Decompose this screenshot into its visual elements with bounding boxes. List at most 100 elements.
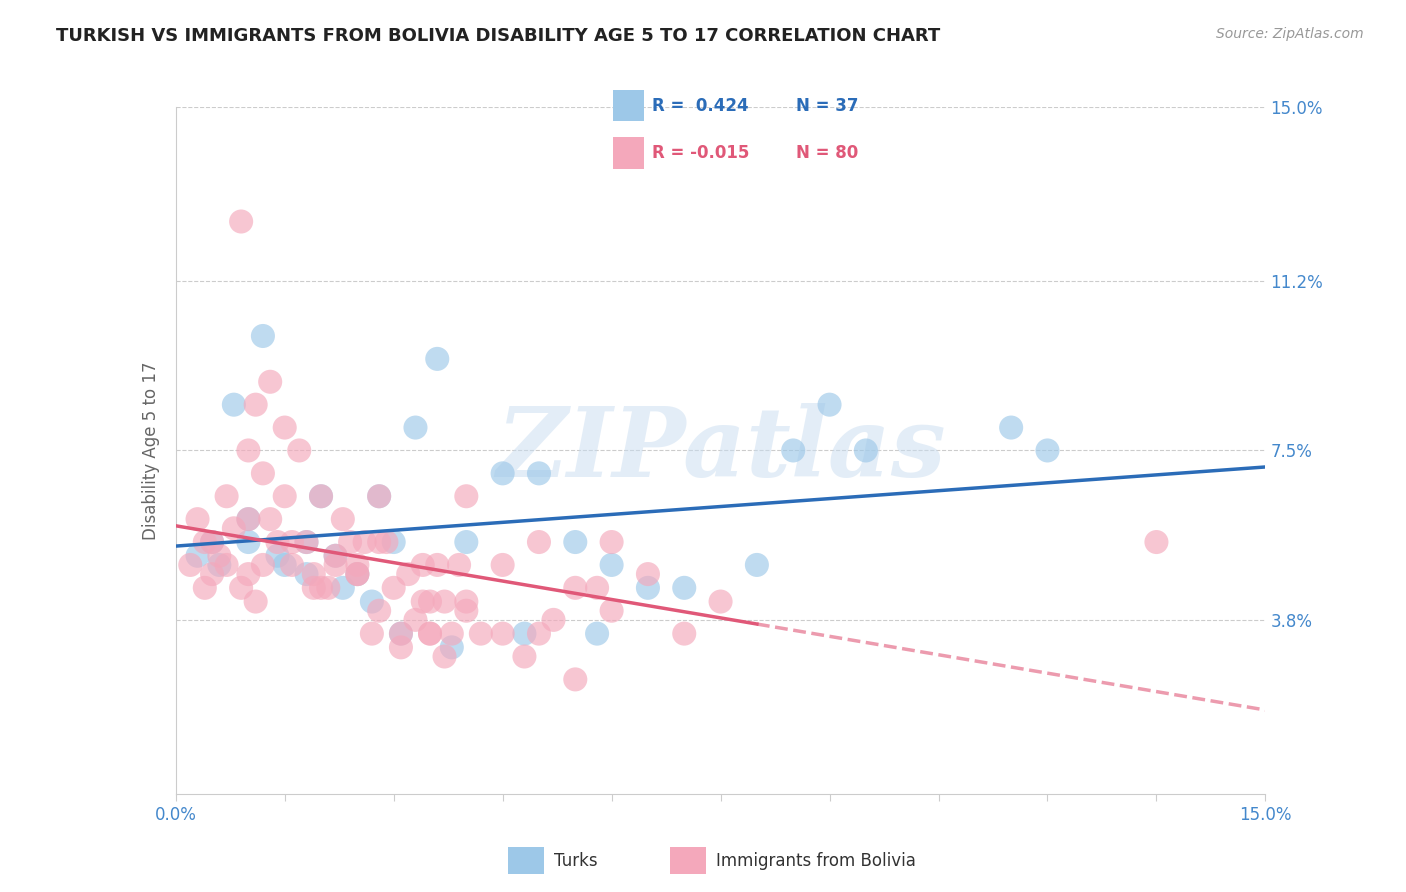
Point [673, 581, 696, 595]
Point [375, 535, 398, 549]
Text: R = -0.015: R = -0.015 [652, 144, 749, 161]
Point [288, 443, 311, 458]
Point [426, 558, 449, 572]
Point [564, 581, 586, 595]
Point [527, 467, 550, 481]
Point [447, 558, 470, 572]
Point [368, 489, 391, 503]
Point [456, 594, 478, 608]
Point [527, 626, 550, 640]
Point [513, 649, 536, 664]
Point [412, 594, 434, 608]
Point [543, 613, 565, 627]
Point [586, 626, 609, 640]
Point [332, 581, 354, 595]
Point [215, 558, 238, 572]
Point [332, 512, 354, 526]
Point [382, 581, 405, 595]
Point [492, 626, 515, 640]
Point [179, 558, 201, 572]
Point [353, 535, 375, 549]
Text: R =  0.424: R = 0.424 [652, 97, 749, 115]
Point [252, 467, 274, 481]
Point [325, 549, 347, 563]
Point [309, 581, 332, 595]
Point [266, 535, 288, 549]
Text: Turks: Turks [554, 852, 598, 870]
Point [419, 594, 441, 608]
Point [208, 549, 231, 563]
Point [295, 567, 318, 582]
Point [527, 535, 550, 549]
Point [389, 626, 412, 640]
Point [389, 626, 412, 640]
Text: Source: ZipAtlas.com: Source: ZipAtlas.com [1216, 27, 1364, 41]
Point [433, 594, 456, 608]
Point [426, 351, 449, 366]
Text: TURKISH VS IMMIGRANTS FROM BOLIVIA DISABILITY AGE 5 TO 17 CORRELATION CHART: TURKISH VS IMMIGRANTS FROM BOLIVIA DISAB… [56, 27, 941, 45]
Point [1036, 443, 1059, 458]
Point [274, 558, 297, 572]
Point [281, 535, 304, 549]
Point [419, 626, 441, 640]
Point [586, 581, 609, 595]
Point [201, 567, 224, 582]
Point [637, 581, 659, 595]
Point [295, 535, 318, 549]
Point [470, 626, 492, 640]
Point [252, 558, 274, 572]
Point [231, 214, 253, 228]
Point [600, 535, 623, 549]
Point [361, 594, 384, 608]
Point [309, 489, 332, 503]
Point [440, 626, 463, 640]
Text: N = 37: N = 37 [796, 97, 858, 115]
Point [259, 375, 281, 389]
Point [201, 535, 224, 549]
Point [564, 535, 586, 549]
Point [456, 604, 478, 618]
Point [396, 567, 419, 582]
Point [194, 535, 217, 549]
Text: N = 80: N = 80 [796, 144, 858, 161]
Point [266, 549, 288, 563]
Point [339, 535, 361, 549]
Point [186, 512, 209, 526]
Point [222, 398, 245, 412]
Point [745, 558, 768, 572]
Point [368, 489, 391, 503]
Y-axis label: Disability Age 5 to 17: Disability Age 5 to 17 [142, 361, 160, 540]
Point [281, 558, 304, 572]
Point [440, 640, 463, 655]
Point [302, 581, 325, 595]
Point [818, 398, 841, 412]
Point [295, 535, 318, 549]
Text: ZIPatlas: ZIPatlas [496, 403, 945, 498]
Point [238, 512, 260, 526]
Point [855, 443, 877, 458]
Point [419, 626, 441, 640]
Text: Immigrants from Bolivia: Immigrants from Bolivia [716, 852, 915, 870]
Point [238, 512, 260, 526]
Point [782, 443, 804, 458]
Point [433, 649, 456, 664]
Point [318, 581, 340, 595]
Point [346, 567, 368, 582]
Point [600, 558, 623, 572]
Point [361, 626, 384, 640]
Point [186, 549, 209, 563]
Point [238, 443, 260, 458]
Point [412, 558, 434, 572]
Point [259, 512, 281, 526]
Point [368, 604, 391, 618]
Point [1000, 420, 1022, 434]
Point [637, 567, 659, 582]
Point [389, 640, 412, 655]
Point [325, 558, 347, 572]
Point [208, 558, 231, 572]
Point [673, 626, 696, 640]
Point [492, 558, 515, 572]
Point [194, 581, 217, 595]
Point [346, 567, 368, 582]
Point [346, 558, 368, 572]
